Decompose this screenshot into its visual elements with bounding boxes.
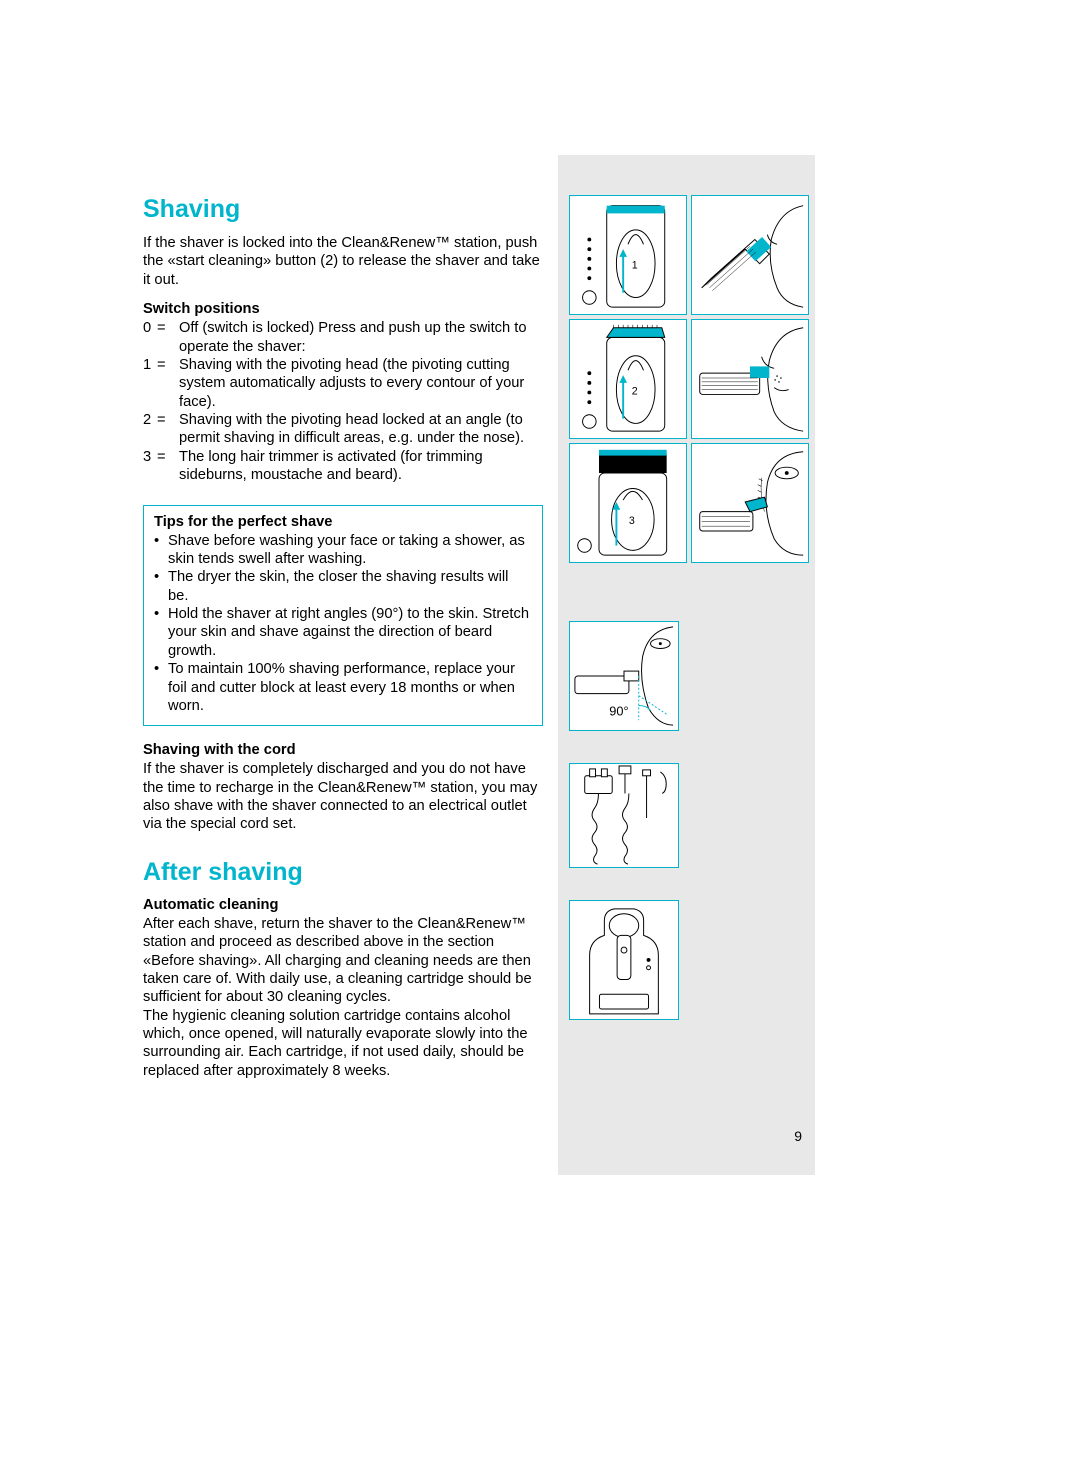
station-icon: [570, 901, 678, 1019]
switch-text: Shaving with the pivoting head locked at…: [179, 411, 543, 448]
illus-90deg: 90°: [569, 621, 679, 731]
text-column: Shaving If the shaver is locked into the…: [143, 195, 543, 1092]
switch-eq: =: [157, 411, 179, 448]
switch-eq: =: [157, 356, 179, 411]
tips-list: Shave before washing your face or taking…: [154, 532, 532, 716]
heading-after-shaving: After shaving: [143, 858, 543, 887]
illus-shaver-pos2: 2: [569, 319, 687, 439]
tip-item: The dryer the skin, the closer the shavi…: [154, 568, 532, 605]
tips-heading: Tips for the perfect shave: [154, 514, 532, 530]
illus-cord: [569, 763, 679, 868]
switch-label-3: 3: [629, 515, 635, 527]
switch-row: 3 = The long hair trimmer is activated (…: [143, 448, 543, 485]
switch-positions-list: 0 = Off (switch is locked) Press and pus…: [143, 319, 543, 484]
auto-cleaning-heading: Automatic cleaning: [143, 897, 543, 913]
illustration-column: 1: [569, 195, 809, 1020]
illus-face-pos2: [691, 319, 809, 439]
tip-item: To maintain 100% shaving performance, re…: [154, 660, 532, 715]
shaver-pos2-icon: 2: [570, 320, 686, 436]
switch-number: 0: [143, 319, 157, 356]
manual-page: Shaving If the shaver is locked into the…: [0, 0, 1080, 1466]
face-pos1-icon: [692, 196, 808, 312]
switch-text: Off (switch is locked) Press and push up…: [179, 319, 543, 356]
switch-row: 0 = Off (switch is locked) Press and pus…: [143, 319, 543, 356]
switch-illustration-grid: 1: [569, 195, 809, 563]
cord-text: If the shaver is completely discharged a…: [143, 760, 543, 834]
switch-label-2: 2: [632, 385, 638, 397]
angle-90-icon: 90°: [570, 622, 678, 730]
switch-eq: =: [157, 319, 179, 356]
cord-heading: Shaving with the cord: [143, 742, 543, 758]
shaver-pos1-icon: 1: [570, 196, 686, 312]
tips-box: Tips for the perfect shave Shave before …: [143, 505, 543, 727]
switch-positions-heading: Switch positions: [143, 301, 543, 317]
face-pos3-icon: [692, 444, 808, 560]
switch-number: 3: [143, 448, 157, 485]
switch-number: 2: [143, 411, 157, 448]
tip-item: Hold the shaver at right angles (90°) to…: [154, 605, 532, 660]
switch-text: The long hair trimmer is activated (for …: [179, 448, 543, 485]
tip-item: Shave before washing your face or taking…: [154, 532, 532, 569]
heading-shaving: Shaving: [143, 195, 543, 224]
illus-shaver-pos1: 1: [569, 195, 687, 315]
switch-number: 1: [143, 356, 157, 411]
switch-text: Shaving with the pivoting head (the pivo…: [179, 356, 543, 411]
illus-face-pos3: [691, 443, 809, 563]
shaving-intro: If the shaver is locked into the Clean&R…: [143, 234, 543, 289]
illus-shaver-pos3: 3: [569, 443, 687, 563]
cord-icon: [570, 764, 678, 867]
auto-cleaning-text: After each shave, return the shaver to t…: [143, 915, 543, 1080]
switch-row: 1 = Shaving with the pivoting head (the …: [143, 356, 543, 411]
shaver-pos3-icon: 3: [570, 444, 686, 560]
illus-face-pos1: [691, 195, 809, 315]
illus-station: [569, 900, 679, 1020]
page-number: 9: [794, 1128, 802, 1144]
switch-row: 2 = Shaving with the pivoting head locke…: [143, 411, 543, 448]
angle-label: 90°: [609, 703, 628, 718]
switch-label-1: 1: [632, 260, 638, 272]
switch-eq: =: [157, 448, 179, 485]
face-pos2-icon: [692, 320, 808, 436]
